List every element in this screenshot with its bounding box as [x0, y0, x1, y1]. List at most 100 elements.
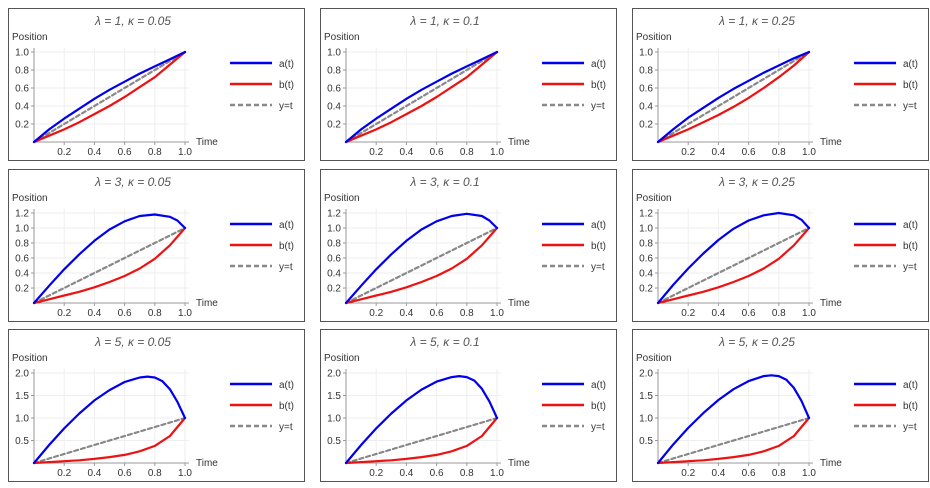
- legend-label-1: a(t): [903, 220, 918, 231]
- x-tick-label: 0.8: [460, 468, 474, 479]
- y-tick-label: 1.0: [327, 48, 341, 59]
- y-tick-label: 0.5: [15, 436, 29, 447]
- legend-label-1: a(t): [279, 380, 294, 391]
- x-tick-label: 0.4: [87, 147, 101, 158]
- y-tick-label: 0.6: [639, 84, 653, 95]
- x-tick-label: 0.8: [148, 308, 162, 319]
- x-tick-label: 1.0: [802, 308, 816, 319]
- series-b-line: [656, 226, 811, 305]
- legend-label-3: y=t: [903, 422, 917, 433]
- x-axis-label: Time: [508, 298, 530, 309]
- chart-panel-1: λ = 1, κ = 0.05 Position Time 0.2 0.4 0.6 0.8 1…: [8, 8, 305, 161]
- legend-label-3: y=t: [903, 262, 917, 273]
- x-tick-label: 0.6: [118, 468, 132, 479]
- y-tick-label: 1.2: [15, 209, 29, 220]
- x-tick-label: 0.4: [711, 468, 725, 479]
- y-tick-label: 0.4: [327, 102, 341, 113]
- x-tick-label: 0.6: [742, 147, 756, 158]
- chart-panel-6: λ = 3, κ = 0.25 Position Time 0.2 0.4 0.6 0.8 1…: [632, 169, 929, 322]
- x-tick-label: 0.2: [369, 308, 383, 319]
- legend-label-2: b(t): [279, 241, 294, 252]
- x-tick-label: 0.4: [711, 308, 725, 319]
- x-tick-label: 0.4: [399, 468, 413, 479]
- y-tick-label: 0.8: [639, 239, 653, 250]
- y-tick-label: 1.0: [327, 224, 341, 235]
- series-a-line: [344, 50, 499, 144]
- y-tick-label: 1.5: [327, 391, 341, 402]
- x-tick-label: 1.0: [178, 147, 192, 158]
- legend-label-3: y=t: [903, 101, 917, 112]
- x-axis-label: Time: [508, 137, 530, 148]
- x-tick-label: 0.4: [399, 308, 413, 319]
- y-tick-label: 1.0: [639, 414, 653, 425]
- legend-label-1: a(t): [903, 59, 918, 70]
- y-axis-label: Position: [324, 193, 360, 204]
- x-tick-label: 0.2: [57, 308, 71, 319]
- y-tick-label: 0.2: [15, 284, 29, 295]
- x-axis-label: Time: [196, 458, 218, 469]
- x-tick-label: 0.2: [57, 468, 71, 479]
- y-tick-label: 0.4: [327, 269, 341, 280]
- series-reference-line: [344, 226, 499, 305]
- y-tick-label: 0.6: [15, 254, 29, 265]
- x-tick-label: 0.4: [711, 147, 725, 158]
- y-axis-label: Position: [324, 353, 360, 364]
- series-a-line: [32, 375, 187, 465]
- chart-title: λ = 5, κ = 0.05: [94, 335, 171, 349]
- y-tick-label: 1.0: [15, 414, 29, 425]
- y-tick-label: 2.0: [639, 369, 653, 380]
- legend-label-3: y=t: [591, 101, 605, 112]
- series-reference-line: [656, 50, 811, 144]
- chart-panel-8: λ = 5, κ = 0.1 Position Time 0.2 0.4 0.6 0.8 1.…: [320, 329, 617, 482]
- x-axis-label: Time: [820, 458, 842, 469]
- y-tick-label: 1.0: [15, 48, 29, 59]
- x-tick-label: 0.2: [369, 468, 383, 479]
- series-b-line: [32, 416, 187, 465]
- chart-title: λ = 1, κ = 0.05: [94, 14, 171, 28]
- chart-panel-2: λ = 1, κ = 0.1 Position Time 0.2 0.4 0.6 0.8 1.…: [320, 8, 617, 161]
- chart-panel-7: λ = 5, κ = 0.05 Position Time 0.2 0.4 0.6 0.8 1…: [8, 329, 305, 482]
- series-reference-line: [32, 50, 187, 144]
- x-tick-label: 0.8: [772, 468, 786, 479]
- legend-label-2: b(t): [591, 241, 606, 252]
- y-tick-label: 0.8: [327, 239, 341, 250]
- series-reference-line: [656, 226, 811, 305]
- x-axis-label: Time: [196, 298, 218, 309]
- legend-label-3: y=t: [279, 101, 293, 112]
- chart-panel-5: λ = 3, κ = 0.1 Position Time 0.2 0.4 0.6 0.8 1.…: [320, 169, 617, 322]
- y-tick-label: 0.8: [639, 66, 653, 77]
- y-tick-label: 0.6: [327, 254, 341, 265]
- legend-label-1: a(t): [591, 380, 606, 391]
- legend-label-2: b(t): [903, 401, 918, 412]
- series-reference-line: [32, 226, 187, 305]
- legend-label-2: b(t): [279, 401, 294, 412]
- y-tick-label: 0.2: [15, 120, 29, 131]
- series-a-line: [32, 50, 187, 144]
- chart-title: λ = 5, κ = 0.25: [718, 335, 795, 349]
- x-tick-label: 0.4: [87, 308, 101, 319]
- x-tick-label: 0.2: [681, 468, 695, 479]
- x-tick-label: 0.8: [460, 308, 474, 319]
- x-tick-label: 0.2: [369, 147, 383, 158]
- chart-title: λ = 3, κ = 0.1: [409, 175, 479, 189]
- y-tick-label: 0.8: [15, 239, 29, 250]
- legend-label-2: b(t): [903, 80, 918, 91]
- legend-label-2: b(t): [591, 80, 606, 91]
- y-tick-label: 0.6: [327, 84, 341, 95]
- y-tick-label: 1.0: [327, 414, 341, 425]
- series-b-line: [344, 226, 499, 305]
- x-tick-label: 1.0: [490, 147, 504, 158]
- y-tick-label: 0.2: [327, 284, 341, 295]
- legend-label-2: b(t): [279, 80, 294, 91]
- x-tick-label: 1.0: [490, 308, 504, 319]
- y-tick-label: 0.8: [327, 66, 341, 77]
- series-b-line: [656, 50, 811, 144]
- x-tick-label: 0.8: [148, 468, 162, 479]
- y-tick-label: 1.5: [15, 391, 29, 402]
- y-tick-label: 0.4: [15, 102, 29, 113]
- y-axis-label: Position: [636, 353, 672, 364]
- x-axis-label: Time: [196, 137, 218, 148]
- legend-label-1: a(t): [279, 220, 294, 231]
- y-tick-label: 1.5: [639, 391, 653, 402]
